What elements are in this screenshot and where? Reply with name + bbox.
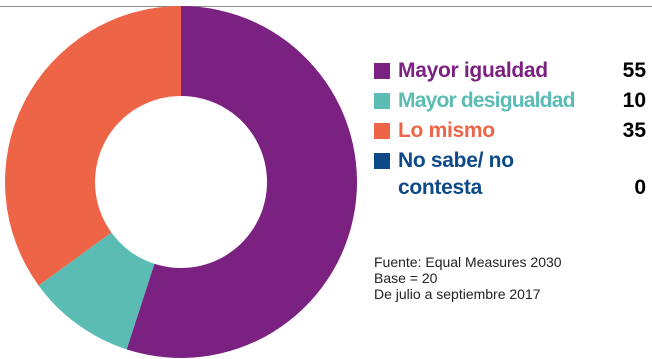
legend-label-mayor-desigualdad: Mayor desigualdad bbox=[398, 89, 575, 112]
source-note: Fuente: Equal Measures 2030 Base = 20 De… bbox=[374, 254, 562, 302]
date-line: De julio a septiembre 2017 bbox=[374, 286, 541, 302]
legend-value-no-sabe: 0 bbox=[634, 176, 646, 199]
base-line: Base = 20 bbox=[374, 270, 438, 286]
legend-value-mayor-igualdad: 55 bbox=[622, 59, 646, 82]
legend-label-mayor-igualdad: Mayor igualdad bbox=[398, 59, 548, 82]
top-rule bbox=[0, 6, 652, 7]
legend-swatch-mayor-desigualdad bbox=[374, 93, 390, 109]
donut-chart bbox=[4, 6, 357, 359]
donut-slice-mayor-igualdad bbox=[126, 6, 357, 359]
legend-value-mayor-desigualdad: 10 bbox=[622, 89, 646, 112]
donut-slice-lo-mismo bbox=[4, 6, 181, 286]
donut-slice-mayor-desigualdad bbox=[38, 232, 155, 350]
legend-item-lo-mismo: Lo mismo 35 bbox=[374, 117, 650, 147]
legend-value-lo-mismo: 35 bbox=[622, 119, 646, 142]
legend: Mayor igualdad 55 Mayor desigualdad 10 L… bbox=[374, 57, 650, 205]
legend-label-lo-mismo: Lo mismo bbox=[398, 119, 495, 142]
legend-label-no-sabe: No sabe/ no contesta bbox=[398, 149, 514, 199]
legend-item-no-sabe: No sabe/ no contesta 0 bbox=[374, 147, 650, 205]
source-line: Fuente: Equal Measures 2030 bbox=[374, 254, 562, 270]
legend-item-mayor-desigualdad: Mayor desigualdad 10 bbox=[374, 87, 650, 117]
legend-swatch-mayor-igualdad bbox=[374, 63, 390, 79]
legend-swatch-lo-mismo bbox=[374, 123, 390, 139]
legend-swatch-no-sabe bbox=[374, 153, 390, 169]
legend-item-mayor-igualdad: Mayor igualdad 55 bbox=[374, 57, 650, 87]
